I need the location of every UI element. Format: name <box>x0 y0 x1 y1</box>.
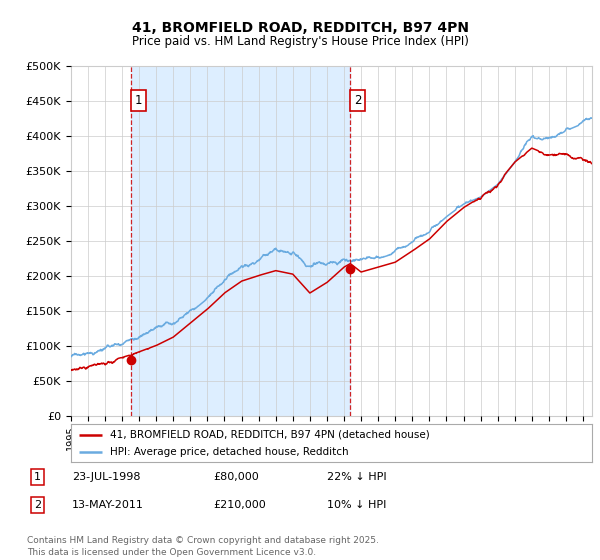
Text: 1: 1 <box>34 472 41 482</box>
Text: £210,000: £210,000 <box>213 500 266 510</box>
Text: 23-JUL-1998: 23-JUL-1998 <box>72 472 140 482</box>
Text: 2: 2 <box>354 94 361 107</box>
Text: 41, BROMFIELD ROAD, REDDITCH, B97 4PN (detached house): 41, BROMFIELD ROAD, REDDITCH, B97 4PN (d… <box>110 430 430 440</box>
Text: Contains HM Land Registry data © Crown copyright and database right 2025.
This d: Contains HM Land Registry data © Crown c… <box>27 536 379 557</box>
Bar <box>131 66 350 416</box>
Text: £80,000: £80,000 <box>213 472 259 482</box>
Text: 2: 2 <box>34 500 41 510</box>
Text: 13-MAY-2011: 13-MAY-2011 <box>72 500 144 510</box>
Text: 22% ↓ HPI: 22% ↓ HPI <box>327 472 386 482</box>
Text: 1: 1 <box>135 94 142 107</box>
Text: 41, BROMFIELD ROAD, REDDITCH, B97 4PN: 41, BROMFIELD ROAD, REDDITCH, B97 4PN <box>131 21 469 35</box>
Text: 10% ↓ HPI: 10% ↓ HPI <box>327 500 386 510</box>
Text: Price paid vs. HM Land Registry's House Price Index (HPI): Price paid vs. HM Land Registry's House … <box>131 35 469 48</box>
Text: HPI: Average price, detached house, Redditch: HPI: Average price, detached house, Redd… <box>110 447 349 457</box>
